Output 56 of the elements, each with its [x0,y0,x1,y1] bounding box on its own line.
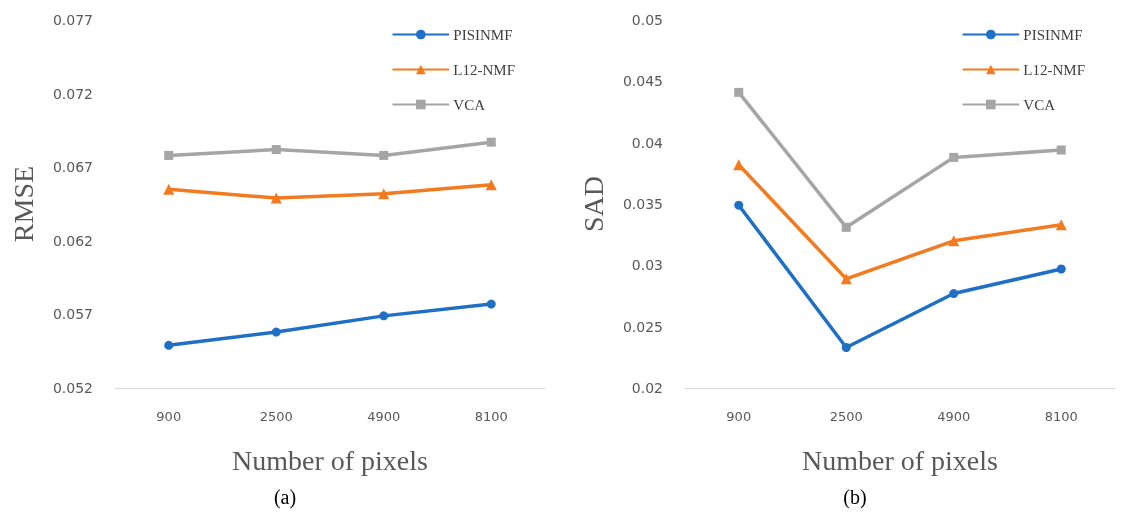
point [271,327,281,337]
point [378,188,390,200]
point [841,222,851,232]
point [271,145,281,155]
legend-label: PISINMF [453,26,513,43]
y-tick-label: 0.072 [52,85,93,102]
x-tick-label: 900 [156,409,182,424]
point [841,343,851,353]
y-tick-label: 0.057 [52,306,93,323]
point [1056,264,1066,274]
y-tick-label: 0.052 [52,380,93,396]
point [486,299,496,309]
y-tick-label: 0.03 [631,257,663,274]
y-tick-label: 0.077 [52,12,93,28]
y-tick-label: 0.04 [631,134,664,151]
y-tick-label: 0.067 [52,159,93,176]
point [734,87,744,97]
point [164,150,174,160]
point [379,150,389,160]
y-axis-title: RMSE [7,165,39,243]
legend-label: L12-NMF [453,61,515,78]
text: (b) [843,486,867,509]
point [270,192,282,204]
text: (a) [273,486,297,509]
y-axis-title: SAD [577,175,609,233]
x-tick-label: 8100 [474,409,508,424]
point [1056,145,1066,155]
x-tick-label: 4900 [367,409,401,424]
point [379,311,389,321]
point [948,235,960,247]
x-tick-label: 2500 [829,409,863,424]
point [840,273,852,285]
x-tick-label: 900 [726,409,752,424]
x-tick-label: 2500 [259,409,293,424]
y-tick-label: 0.035 [622,196,663,212]
point [949,289,959,299]
y-tick-label: 0.025 [622,318,663,335]
point [164,340,174,350]
point [1055,219,1067,231]
y-tick-label: 0.045 [622,73,663,90]
legend-label: L12-NMF [1023,61,1085,78]
y-tick-label: 0.05 [631,12,663,28]
point [486,137,496,147]
point [949,152,959,162]
x-axis-title: Number of pixels [802,444,998,476]
legend-label: VCA [1023,96,1056,113]
x-axis-title: Number of pixels [232,444,428,476]
legend-label: VCA [453,96,486,113]
y-tick-label: 0.02 [631,380,663,396]
point [734,200,744,210]
point [485,179,497,191]
point [163,183,175,195]
x-tick-label: 4900 [937,409,971,424]
y-tick-label: 0.062 [52,232,93,249]
legend-label: PISINMF [1023,26,1083,43]
x-tick-label: 8100 [1044,409,1078,424]
